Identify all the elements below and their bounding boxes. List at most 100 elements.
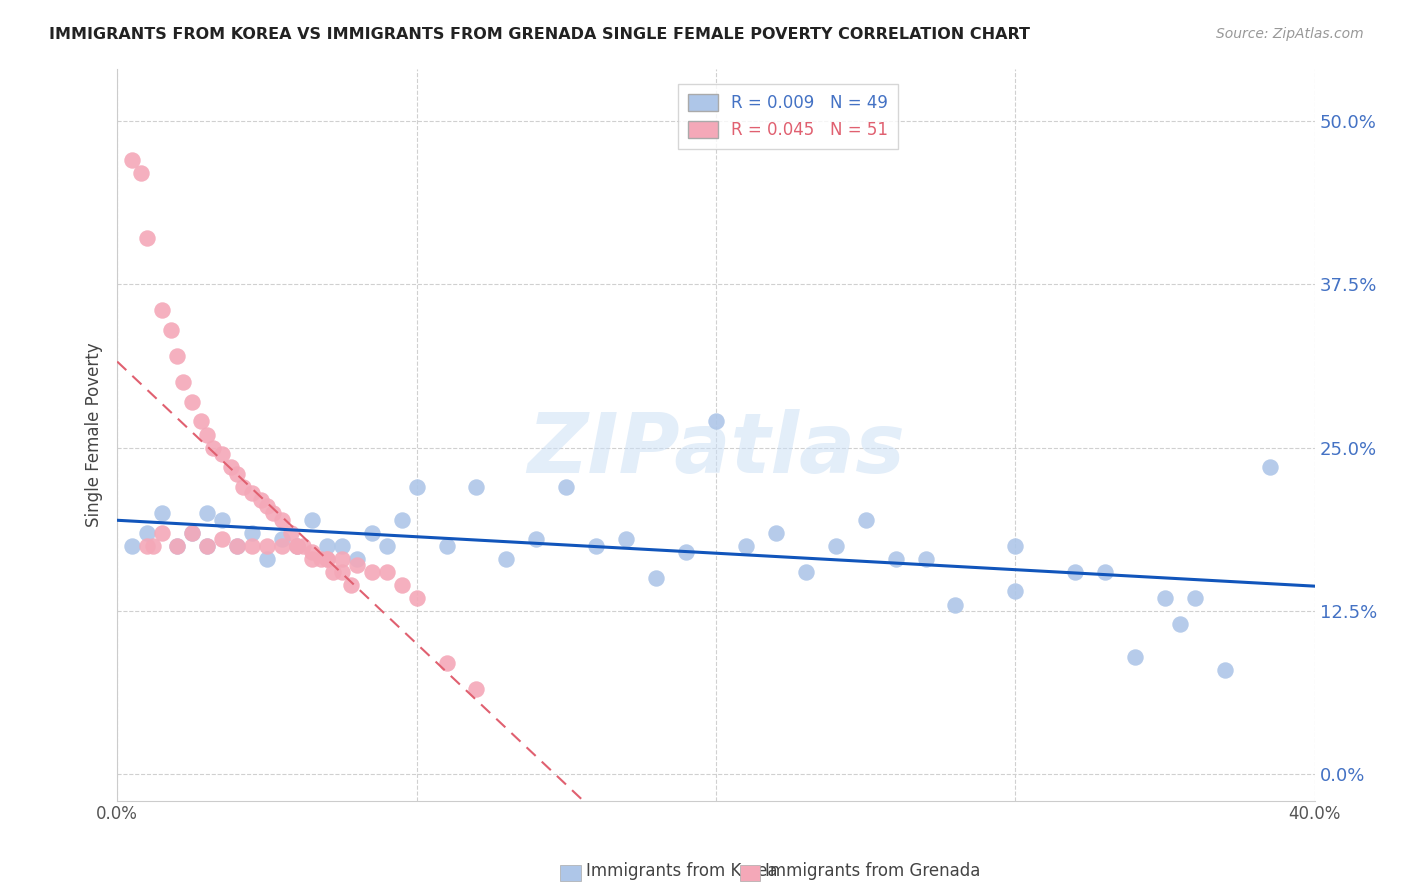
Point [195, 506, 218, 520]
Point [172, 376, 194, 390]
Point [1064, 565, 1087, 579]
Point [585, 539, 607, 553]
Point [270, 539, 292, 553]
Point [291, 539, 314, 553]
Point [262, 506, 284, 520]
Point [181, 525, 204, 540]
Point [150, 525, 173, 540]
Point [375, 565, 398, 579]
Point [121, 153, 143, 167]
Point [270, 532, 292, 546]
Point [1004, 584, 1026, 599]
Text: Source: ZipAtlas.com: Source: ZipAtlas.com [1216, 27, 1364, 41]
Point [226, 467, 249, 481]
Point [1154, 591, 1177, 605]
Text: Immigrants from Korea: Immigrants from Korea [585, 862, 778, 880]
Point [240, 539, 263, 553]
Text: Immigrants from Grenada: Immigrants from Grenada [765, 862, 980, 880]
Point [1123, 649, 1146, 664]
Point [226, 539, 249, 553]
Point [1004, 539, 1026, 553]
Point [315, 551, 337, 566]
Point [436, 657, 458, 671]
Point [309, 551, 332, 566]
Point [285, 539, 308, 553]
Point [301, 545, 323, 559]
Point [285, 539, 308, 553]
Point [346, 558, 368, 573]
Point [190, 415, 212, 429]
Point [129, 166, 152, 180]
Point [1184, 591, 1206, 605]
Point [232, 480, 254, 494]
Point [301, 512, 323, 526]
Point [645, 571, 668, 585]
Point [1168, 617, 1191, 632]
Point [346, 551, 368, 566]
Point [195, 539, 218, 553]
Point [195, 539, 218, 553]
Point [360, 525, 382, 540]
Point [884, 551, 907, 566]
Point [121, 539, 143, 553]
Point [181, 525, 204, 540]
Point [614, 532, 637, 546]
Point [339, 578, 361, 592]
Point [1094, 565, 1116, 579]
Point [136, 539, 159, 553]
Point [280, 525, 302, 540]
Point [166, 539, 188, 553]
Point [495, 551, 517, 566]
Point [211, 447, 233, 461]
Point [315, 551, 337, 566]
Point [322, 565, 344, 579]
Point [256, 551, 278, 566]
Point [704, 415, 727, 429]
Point [219, 460, 242, 475]
Point [465, 682, 488, 697]
Point [211, 532, 233, 546]
Point [136, 525, 159, 540]
Point [256, 539, 278, 553]
Point [211, 512, 233, 526]
Point [166, 539, 188, 553]
Point [150, 303, 173, 318]
Point [240, 486, 263, 500]
Point [226, 539, 249, 553]
Point [240, 525, 263, 540]
Point [250, 492, 273, 507]
Point [330, 539, 353, 553]
Point [256, 500, 278, 514]
Point [914, 551, 936, 566]
Point [330, 565, 353, 579]
Point [824, 539, 846, 553]
Y-axis label: Single Female Poverty: Single Female Poverty [86, 343, 103, 527]
Point [405, 591, 427, 605]
Text: ZIPatlas: ZIPatlas [527, 409, 905, 490]
Point [555, 480, 578, 494]
Point [765, 525, 787, 540]
Text: IMMIGRANTS FROM KOREA VS IMMIGRANTS FROM GRENADA SINGLE FEMALE POVERTY CORRELATI: IMMIGRANTS FROM KOREA VS IMMIGRANTS FROM… [49, 27, 1031, 42]
Legend: R = 0.009   N = 49, R = 0.045   N = 51: R = 0.009 N = 49, R = 0.045 N = 51 [678, 84, 898, 149]
Point [136, 231, 159, 245]
Point [1213, 663, 1236, 677]
Point [150, 506, 173, 520]
Point [160, 323, 183, 337]
Point [945, 598, 967, 612]
Point [142, 539, 165, 553]
Point [735, 539, 758, 553]
Point [436, 539, 458, 553]
Point [855, 512, 877, 526]
Point [391, 512, 413, 526]
Point [201, 441, 224, 455]
Point [360, 565, 382, 579]
Point [794, 565, 817, 579]
Point [330, 551, 353, 566]
Point [375, 539, 398, 553]
Point [1258, 460, 1281, 475]
Point [195, 427, 218, 442]
Point [465, 480, 488, 494]
Point [270, 512, 292, 526]
Point [301, 551, 323, 566]
Point [166, 349, 188, 363]
